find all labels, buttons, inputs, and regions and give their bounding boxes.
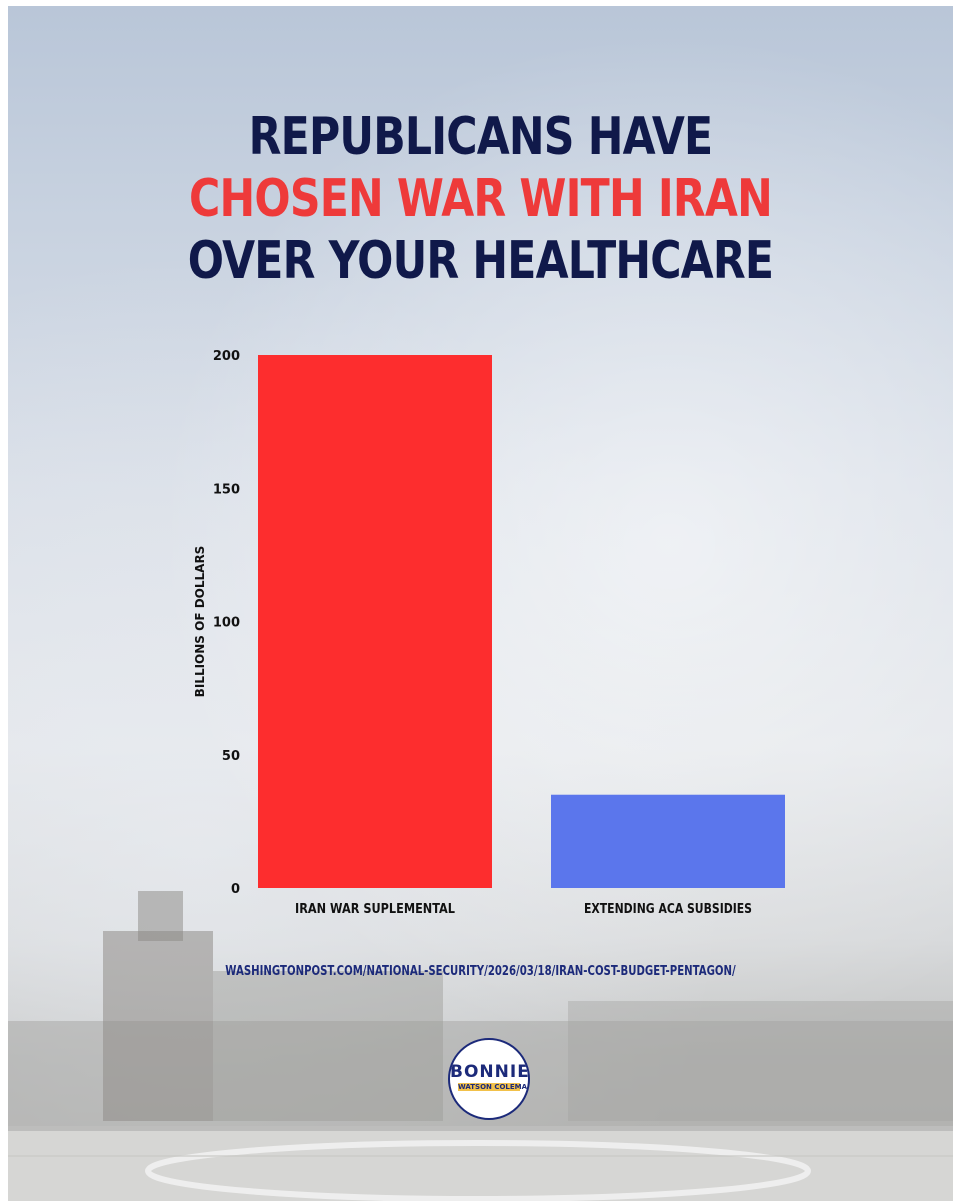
y-tick-label-50: 50 [222, 749, 240, 764]
logo-name: BONNIE [450, 1062, 530, 1082]
y-tick-label-100: 100 [213, 616, 240, 631]
y-axis-label: BILLIONS OF DOLLARS [193, 546, 207, 698]
bar-iran-war-suplemental [258, 355, 492, 888]
source-citation: WASHINGTONPOST.COM/NATIONAL-SECURITY/202… [225, 964, 736, 979]
campaign-logo: BONNIE WATSON COLEMAN [448, 1038, 530, 1120]
x-category-label-2: EXTENDING ACA SUBSIDIES [584, 902, 752, 917]
headline-line-2: CHOSEN WAR WITH IRAN [189, 169, 773, 229]
headline-line-1: REPUBLICANS HAVE [248, 107, 714, 167]
y-tick-label-0: 0 [231, 882, 240, 897]
bar-chart: 0 50 100 150 200 BILLIONS OF DOLLARS IRAN WAR … [193, 349, 785, 917]
x-category-label-1: IRAN WAR SUPLEMENTAL [295, 902, 455, 917]
y-tick-label-150: 150 [213, 482, 240, 497]
headline: REPUBLICANS HAVE CHOSEN WAR WITH IRAN OV… [93, 106, 868, 292]
poster: REPUBLICANS HAVE CHOSEN WAR WITH IRAN OV… [8, 6, 953, 1201]
headline-line-3: OVER YOUR HEALTHCARE [187, 231, 774, 291]
y-tick-label-200: 200 [213, 349, 240, 364]
bar-extending-aca-subsidies [551, 794, 785, 888]
logo-subtitle: WATSON COLEMAN [458, 1083, 530, 1091]
